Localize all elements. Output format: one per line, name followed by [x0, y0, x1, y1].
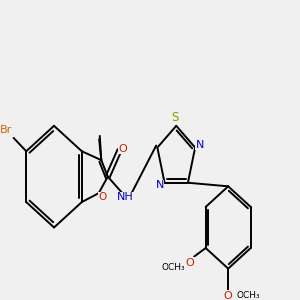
Text: S: S: [171, 111, 178, 124]
Text: NH: NH: [117, 192, 134, 202]
Text: OCH₃: OCH₃: [236, 291, 260, 300]
Text: N: N: [196, 140, 204, 150]
Text: Br: Br: [0, 125, 12, 135]
Text: O: O: [98, 192, 107, 202]
Text: O: O: [118, 144, 127, 154]
Text: OCH₃: OCH₃: [162, 262, 185, 272]
Text: O: O: [224, 291, 233, 300]
Text: O: O: [185, 258, 194, 268]
Text: N: N: [155, 180, 164, 190]
